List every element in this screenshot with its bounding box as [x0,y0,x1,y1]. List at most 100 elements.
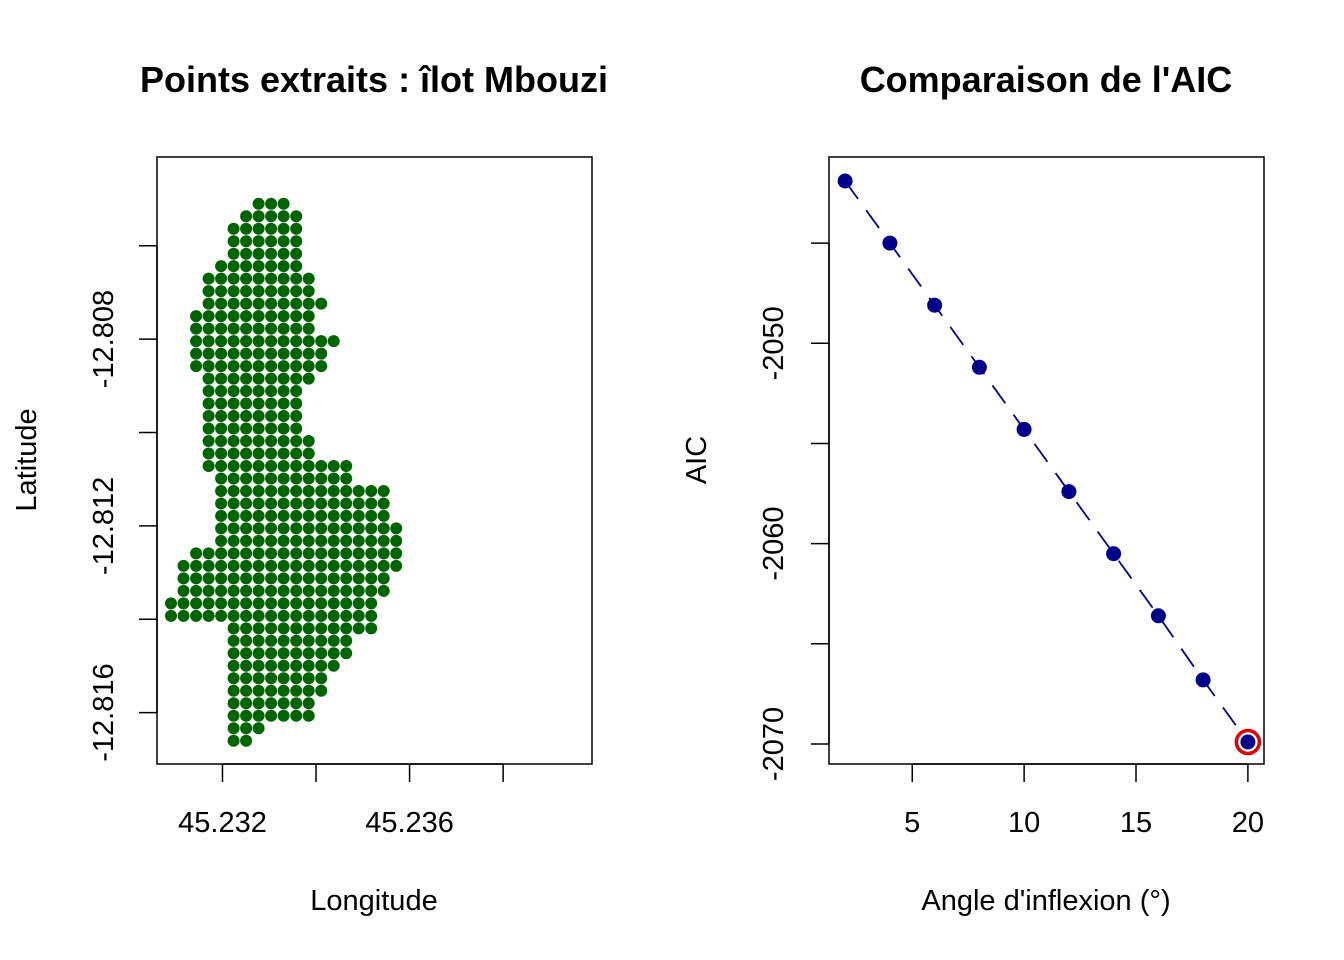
map-point [302,709,315,722]
map-point [215,609,228,622]
map-point [265,322,278,335]
map-point [240,572,253,585]
map-point [227,684,240,697]
map-point [265,597,278,610]
map-point [365,609,378,622]
map-point [377,522,390,535]
map-point [202,297,215,310]
map-point [390,547,403,560]
map-point [190,597,203,610]
aic-y-tick-label: -2050 [758,306,790,380]
map-point [302,360,315,373]
map-point [302,684,315,697]
map-point [177,572,190,585]
aic-y-axis: -2050 -2060 -2070 [758,242,830,781]
map-point [365,485,378,497]
map-point [265,235,278,248]
map-point [240,247,253,260]
map-point [277,347,290,360]
map-point [340,522,353,535]
map-point [190,360,203,373]
map-point [240,697,253,710]
map-point [340,634,353,647]
map-point [227,410,240,422]
map-point [315,485,328,497]
map-point [227,522,240,535]
map-point [315,297,328,310]
map-point [277,584,290,597]
map-point [190,584,203,597]
map-point [340,584,353,597]
map-point [302,347,315,360]
map-point [340,609,353,622]
aic-point [882,235,898,251]
map-point [215,297,228,310]
map-point [227,235,240,248]
map-point [290,235,303,248]
map-point [265,460,278,472]
map-point [265,447,278,460]
map-point [365,597,378,610]
map-point [202,347,215,360]
map-x-tick-label: 45.232 [178,807,267,839]
map-point [352,584,365,597]
map-point [352,609,365,622]
map-point [227,472,240,485]
map-point [315,360,328,373]
map-point [215,472,228,485]
map-point [302,472,315,485]
map-point [315,472,328,485]
map-point [227,460,240,472]
map-point [227,372,240,385]
aic-y-label: AIC [681,436,713,484]
map-point [215,285,228,298]
map-point [240,559,253,572]
map-point [327,472,340,485]
map-point [265,335,278,348]
map-point [190,310,203,323]
map-point [302,485,315,497]
map-point [277,260,290,273]
aic-panel: Comparaison de l'AIC 5 10 15 20 -2050-2060-… [681,59,1265,917]
map-point [227,534,240,547]
map-point [265,672,278,685]
map-point [302,509,315,522]
map-point [277,210,290,223]
map-point [290,297,303,310]
map-point [302,559,315,572]
map-point [177,584,190,597]
map-x-tick-label: 45.236 [365,807,454,839]
map-point [252,584,265,597]
map-point [340,485,353,497]
map-y-tick-label: -12.808 [88,290,120,388]
map-point [265,260,278,273]
map-point [252,310,265,323]
aic-point [1240,734,1256,750]
map-point [240,509,253,522]
map-point [202,460,215,472]
map-point [352,485,365,497]
map-point [202,360,215,373]
map-point [327,634,340,647]
map-point [315,559,328,572]
map-point [252,272,265,285]
aic-point [927,297,943,313]
map-point [252,247,265,260]
map-point [202,435,215,447]
map-point [227,647,240,660]
map-point [265,385,278,397]
map-point [252,197,265,210]
map-point [252,472,265,485]
map-point [290,385,303,397]
map-point [340,472,353,485]
map-point [252,522,265,535]
map-point [302,534,315,547]
map-point [227,422,240,435]
aic-y-tick-label: -2060 [758,507,790,581]
map-point [277,609,290,622]
map-point [190,547,203,560]
map-y-label: Latitude [11,408,43,511]
map-point [277,310,290,323]
map-x-axis: 45.232 45.236 [178,763,504,839]
map-point [240,634,253,647]
